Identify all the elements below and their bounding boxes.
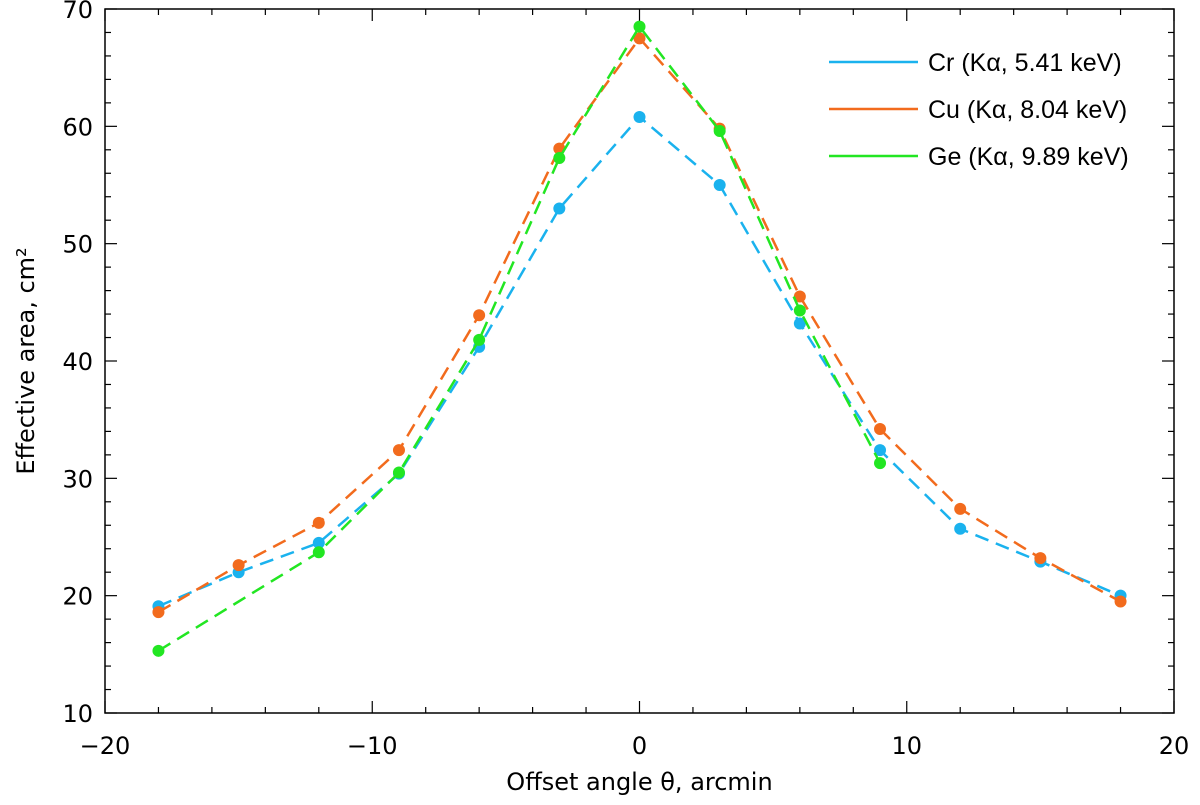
legend-label: Cr (Kα, 5.41 keV)	[928, 49, 1122, 77]
data-point	[312, 536, 325, 549]
y-tick-label: 60	[62, 113, 93, 141]
data-point	[473, 309, 486, 322]
data-point	[1034, 552, 1047, 565]
y-tick-label: 70	[62, 0, 93, 24]
series-line	[157, 24, 882, 652]
data-point	[874, 444, 887, 457]
y-axis-title: Effective area, cm²	[12, 247, 40, 474]
legend-label: Ge (Kα, 9.89 keV)	[928, 143, 1129, 171]
y-tick-label: 40	[62, 348, 93, 376]
data-point	[793, 317, 806, 330]
data-point	[793, 290, 806, 303]
data-point	[633, 32, 646, 45]
data-point	[1114, 595, 1127, 608]
data-point	[312, 546, 325, 559]
series-3	[152, 20, 887, 657]
data-point	[874, 423, 887, 436]
y-tick-label: 50	[62, 231, 93, 259]
data-point	[874, 457, 887, 470]
legend-label: Cu (Kα, 8.04 keV)	[928, 96, 1127, 124]
data-point	[954, 502, 967, 515]
data-point	[713, 179, 726, 191]
data-point	[473, 333, 486, 346]
tick-labels: −20 −10 0 10 20 10 20 30 40 50 60 70	[62, 0, 1189, 760]
data-point	[312, 516, 325, 529]
legend: Cr (Kα, 5.41 keV) Cu (Kα, 8.04 keV) Ge (Kα…	[829, 49, 1129, 171]
data-point	[954, 522, 967, 535]
series-layer	[152, 20, 1127, 657]
x-tick-label: 20	[1159, 732, 1190, 760]
y-tick-label: 10	[62, 700, 93, 728]
data-point	[232, 559, 245, 572]
x-axis-title: Offset angle θ, arcmin	[506, 768, 772, 796]
series-line	[157, 36, 1122, 614]
series-1	[152, 110, 1127, 613]
data-point	[392, 444, 405, 457]
series-line	[157, 115, 1121, 608]
y-tick-label: 30	[62, 465, 93, 493]
data-point	[152, 606, 165, 619]
x-tick-label: 0	[632, 732, 647, 760]
x-tick-label: 10	[891, 732, 922, 760]
plot-frame	[104, 8, 1175, 714]
x-tick-label: −20	[80, 732, 131, 760]
x-tick-label: −10	[347, 732, 398, 760]
data-point	[713, 125, 726, 138]
data-point	[633, 20, 646, 33]
data-point	[793, 304, 806, 317]
data-point	[553, 202, 566, 215]
data-point	[633, 110, 646, 123]
data-point	[553, 152, 566, 165]
y-tick-label: 20	[62, 583, 93, 611]
series-2	[152, 32, 1127, 619]
data-point	[152, 644, 165, 657]
data-point	[392, 466, 405, 479]
